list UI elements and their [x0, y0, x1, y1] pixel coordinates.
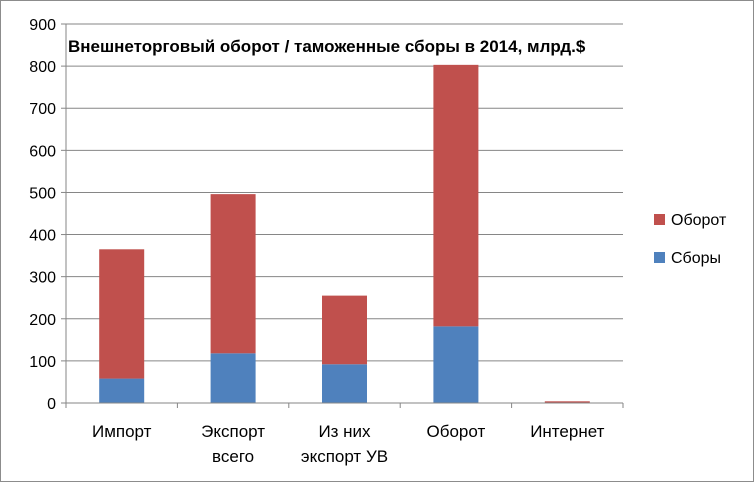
axes	[65, 24, 624, 408]
legend-label: Сборы	[671, 250, 721, 267]
bar-segment	[99, 249, 145, 379]
bars	[99, 64, 590, 403]
y-tick-label: 900	[29, 17, 56, 34]
bar-segment	[544, 401, 590, 403]
y-tick-label: 700	[29, 101, 56, 118]
y-tick-labels: 0 100 200 300 400 500 600 700 800 900	[29, 17, 56, 413]
bar-segment	[210, 194, 256, 354]
y-tick-label: 600	[29, 143, 56, 160]
y-tick-label: 800	[29, 59, 56, 76]
category-label: экспорт УВ	[301, 447, 388, 466]
y-tick-label: 100	[29, 354, 56, 371]
chart-title: Внешнеторговый оборот / таможенные сборы…	[68, 37, 586, 56]
bar-segment	[99, 378, 145, 403]
y-tick-label: 500	[29, 185, 56, 202]
bar-segment	[210, 353, 256, 403]
legend-label: Оборот	[671, 212, 727, 229]
bar-segment	[322, 364, 367, 403]
legend-swatch	[654, 214, 665, 225]
y-tick-label: 0	[47, 396, 56, 413]
category-label: Импорт	[92, 422, 152, 441]
category-label: Из них	[318, 422, 371, 441]
y-tick-label: 400	[29, 228, 56, 245]
bar-segment	[433, 64, 479, 327]
bar-segment	[322, 295, 367, 365]
category-label: Экспорт	[201, 422, 265, 441]
category-label: Интернет	[530, 422, 604, 441]
y-tick-label: 300	[29, 270, 56, 287]
legend-swatch	[654, 252, 665, 263]
category-label: всего	[212, 447, 254, 466]
legend: Оборот Сборы	[654, 212, 727, 267]
gridlines	[61, 23, 623, 404]
category-label: Оборот	[427, 422, 486, 441]
bar-segment	[433, 326, 479, 403]
category-labels: Импорт Экспорт всего Из них экспорт УВ Оборот…	[92, 422, 605, 466]
y-tick-label: 200	[29, 312, 56, 329]
